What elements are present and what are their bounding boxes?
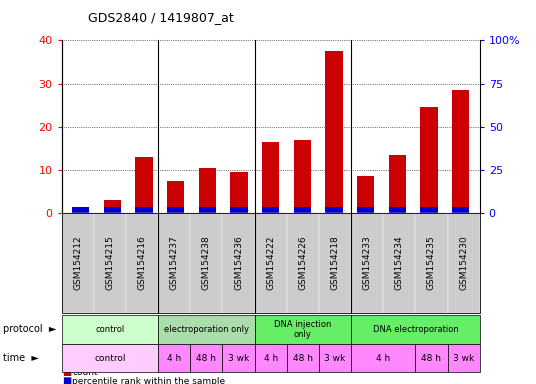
Bar <box>452 207 470 213</box>
Text: control: control <box>94 354 125 362</box>
Text: 3 wk: 3 wk <box>453 354 474 362</box>
Text: GSM154222: GSM154222 <box>266 236 275 290</box>
Bar <box>325 51 343 213</box>
Bar <box>199 168 216 213</box>
Text: GSM154238: GSM154238 <box>202 236 211 290</box>
Bar <box>72 207 90 213</box>
Text: DNA injection
only: DNA injection only <box>274 319 332 339</box>
Text: time  ►: time ► <box>3 353 39 363</box>
Text: ■: ■ <box>62 376 71 384</box>
Bar <box>357 176 375 213</box>
Text: GSM154226: GSM154226 <box>299 236 307 290</box>
Text: electroporation only: electroporation only <box>164 325 249 334</box>
Bar <box>357 207 375 213</box>
Bar <box>135 207 153 213</box>
Bar <box>103 207 121 213</box>
Text: GSM154234: GSM154234 <box>395 236 404 290</box>
Text: GSM154218: GSM154218 <box>331 236 339 290</box>
Bar <box>72 211 90 213</box>
Text: GSM154215: GSM154215 <box>106 236 114 290</box>
Text: GSM154237: GSM154237 <box>170 236 178 290</box>
Text: GSM154233: GSM154233 <box>363 236 371 290</box>
Text: 48 h: 48 h <box>293 354 313 362</box>
Text: GDS2840 / 1419807_at: GDS2840 / 1419807_at <box>88 12 234 25</box>
Bar <box>230 207 248 213</box>
Text: GSM154236: GSM154236 <box>234 236 243 290</box>
Bar <box>262 207 279 213</box>
Text: 4 h: 4 h <box>264 354 278 362</box>
Bar <box>230 172 248 213</box>
Bar <box>294 207 311 213</box>
Text: count: count <box>72 368 98 377</box>
Text: GSM154212: GSM154212 <box>73 236 82 290</box>
Bar <box>389 155 406 213</box>
Bar <box>262 142 279 213</box>
Text: DNA electroporation: DNA electroporation <box>373 325 458 334</box>
Bar <box>135 157 153 213</box>
Text: 4 h: 4 h <box>167 354 181 362</box>
Bar <box>167 207 184 213</box>
Text: protocol  ►: protocol ► <box>3 324 56 334</box>
Text: GSM154216: GSM154216 <box>138 236 146 290</box>
Text: 3 wk: 3 wk <box>228 354 249 362</box>
Bar <box>389 207 406 213</box>
Bar <box>103 200 121 213</box>
Bar <box>420 107 438 213</box>
Bar <box>199 207 216 213</box>
Text: ■: ■ <box>62 367 71 377</box>
Bar <box>294 140 311 213</box>
Bar <box>167 181 184 213</box>
Text: 4 h: 4 h <box>376 354 390 362</box>
Text: GSM154230: GSM154230 <box>459 236 468 290</box>
Text: percentile rank within the sample: percentile rank within the sample <box>72 377 226 384</box>
Text: control: control <box>95 325 124 334</box>
Text: 48 h: 48 h <box>196 354 217 362</box>
Text: 3 wk: 3 wk <box>324 354 346 362</box>
Bar <box>420 207 438 213</box>
Bar <box>452 90 470 213</box>
Bar <box>325 207 343 213</box>
Text: GSM154235: GSM154235 <box>427 236 436 290</box>
Text: 48 h: 48 h <box>421 354 442 362</box>
